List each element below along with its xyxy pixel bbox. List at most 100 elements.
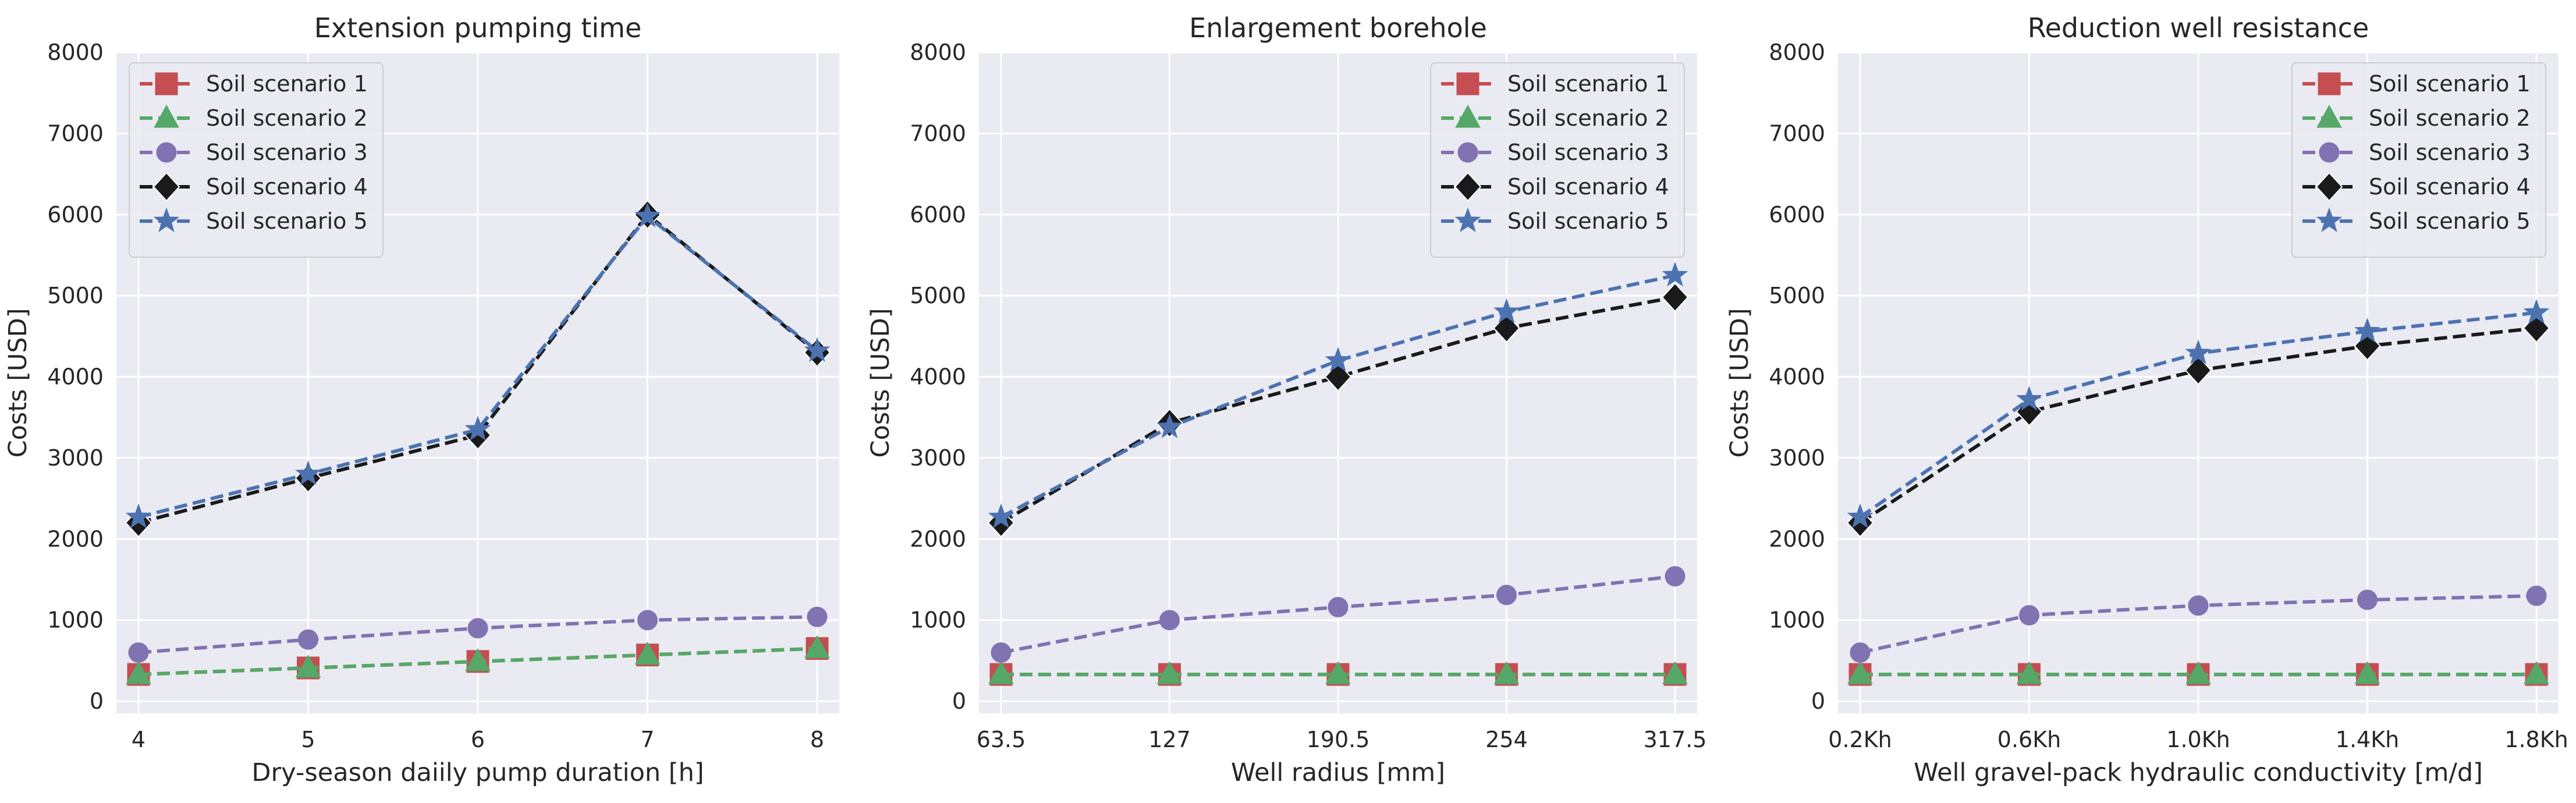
x-tick-label: 1.0Kh: [2166, 727, 2230, 752]
chart-panel-2: 0 1000 2000 3000 4000 5000 6000 7000 8000 63.5 127…: [866, 12, 1706, 787]
data-point: [1847, 661, 1873, 684]
x-tick-label: 63.5: [977, 727, 1026, 752]
legend-entry: Soil scenario 3: [1441, 140, 1669, 165]
data-point: [2185, 661, 2211, 684]
x-axis-label: Well gravel-pack hydraulic conductivity …: [1914, 758, 2483, 787]
y-tick-label: 0: [90, 688, 104, 714]
y-tick-label: 3000: [47, 445, 104, 471]
legend-label: Soil scenario 2: [2369, 105, 2531, 131]
x-tick-label: 5: [301, 727, 315, 752]
y-tick-label: 2000: [910, 526, 966, 552]
x-tick-label: 0.6Kh: [1997, 727, 2061, 752]
series-2: [1847, 661, 2549, 684]
legend-marker: [2318, 72, 2341, 95]
series-line: [1000, 273, 1676, 519]
data-point: [634, 202, 661, 228]
y-tick-label: 7000: [47, 120, 104, 146]
series-line: [138, 214, 818, 519]
x-tick-label: 7: [640, 727, 654, 752]
data-point: [1496, 584, 1517, 605]
data-point: [2523, 299, 2550, 324]
data-point: [1847, 503, 1874, 528]
data-point: [464, 415, 491, 441]
data-point: [1156, 413, 1183, 438]
data-point: [295, 460, 321, 485]
y-tick-label: 6000: [910, 202, 966, 228]
series-5: [988, 261, 1688, 528]
y-axis-label: Costs [USD]: [3, 308, 33, 457]
data-point: [804, 635, 830, 658]
series-2: [126, 635, 830, 684]
legend-entry: Soil scenario 2: [140, 104, 368, 131]
y-axis-label: Costs [USD]: [866, 308, 895, 457]
x-tick-label: 254: [1485, 727, 1528, 752]
data-point: [807, 606, 828, 627]
legend-label: Soil scenario 4: [206, 174, 368, 200]
data-point: [2016, 661, 2042, 684]
data-point: [637, 610, 658, 631]
data-point: [1156, 661, 1183, 684]
legend-marker: [1456, 72, 1479, 95]
legend-entry: Soil scenario 2: [2302, 104, 2531, 131]
legend-marker: [156, 142, 177, 163]
legend-entry: Soil scenario 3: [2302, 140, 2531, 165]
y-tick-label: 3000: [1769, 445, 1825, 471]
legend-label: Soil scenario 3: [206, 140, 368, 165]
series-3: [128, 606, 828, 663]
data-point: [634, 641, 661, 665]
data-point: [1493, 298, 1520, 323]
series-5: [1847, 299, 2550, 528]
series-2: [988, 661, 1688, 684]
legend-label: Soil scenario 2: [206, 105, 368, 131]
y-tick-label: 7000: [910, 120, 966, 146]
legend: Soil scenario 1 Soil scenario 2 Soil scena…: [2291, 62, 2546, 258]
legend-marker: [2316, 104, 2342, 128]
legend-label: Soil scenario 1: [2369, 71, 2531, 97]
legend-entry: Soil scenario 4: [2302, 172, 2531, 202]
legend-entry: Soil scenario 5: [2302, 207, 2531, 234]
y-tick-label: 1000: [910, 607, 966, 633]
x-axis-label: Well radius [mm]: [1231, 758, 1445, 787]
y-tick-label: 7000: [1769, 120, 1825, 146]
legend-entry: Soil scenario 5: [1441, 207, 1669, 234]
data-point: [2524, 661, 2549, 684]
y-tick-label: 4000: [1769, 364, 1825, 390]
y-tick-label: 8000: [910, 40, 966, 65]
y-axis-label: Costs [USD]: [1725, 308, 1754, 457]
y-tick-label: 1000: [1769, 607, 1825, 633]
chart-panel-3: 0 1000 2000 3000 4000 5000 6000 7000 8000 0.2Kh 0.…: [1725, 12, 2568, 787]
legend-entry: Soil scenario 4: [1441, 172, 1669, 202]
legend-marker: [152, 172, 180, 202]
series-3: [991, 566, 1686, 663]
y-tick-label: 8000: [47, 40, 104, 65]
data-point: [988, 503, 1014, 528]
data-point: [2184, 355, 2212, 385]
x-tick-label: 190.5: [1307, 727, 1370, 752]
x-tick-label: 1.4Kh: [2336, 727, 2399, 752]
data-point: [2019, 605, 2039, 626]
data-point: [2354, 661, 2380, 684]
x-tick-label: 4: [132, 727, 146, 752]
legend-marker: [2319, 142, 2340, 163]
y-tick-label: 1000: [47, 607, 104, 633]
data-point: [2185, 339, 2212, 365]
legend-label: Soil scenario 2: [1507, 105, 1669, 131]
y-tick-label: 4000: [910, 364, 966, 390]
data-point: [298, 629, 318, 650]
legend-label: Soil scenario 1: [206, 71, 368, 97]
data-point: [1493, 661, 1520, 684]
legend-entry: Soil scenario 3: [140, 140, 368, 165]
legend-marker: [153, 207, 180, 232]
legend-box: [1430, 62, 1685, 258]
data-point: [128, 642, 149, 663]
data-point: [1661, 282, 1689, 312]
y-tick-label: 2000: [1769, 526, 1825, 552]
legend-entry: Soil scenario 2: [1441, 104, 1669, 131]
legend-entry: Soil scenario 4: [140, 172, 368, 202]
data-point: [125, 503, 152, 528]
legend-label: Soil scenario 5: [2369, 208, 2531, 234]
y-tick-label: 0: [952, 688, 966, 714]
x-axis-label: Dry-season daiily pump duration [h]: [251, 758, 704, 787]
x-tick-label: 6: [471, 727, 485, 752]
data-point: [465, 648, 491, 671]
